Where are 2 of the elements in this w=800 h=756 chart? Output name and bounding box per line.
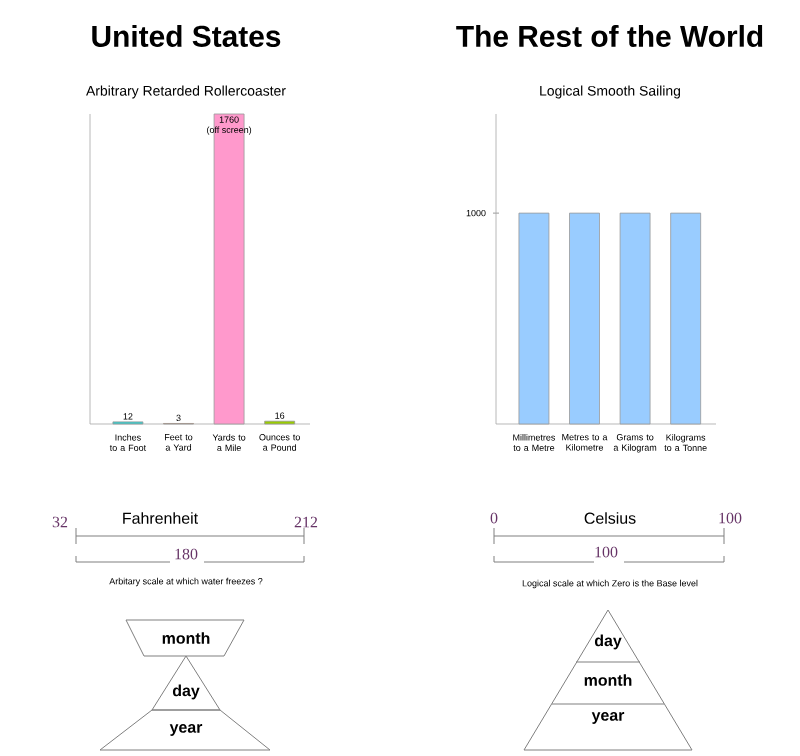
chart-title: United States: [92, 25, 281, 47]
chart-title: The Rest of the World: [456, 25, 763, 47]
